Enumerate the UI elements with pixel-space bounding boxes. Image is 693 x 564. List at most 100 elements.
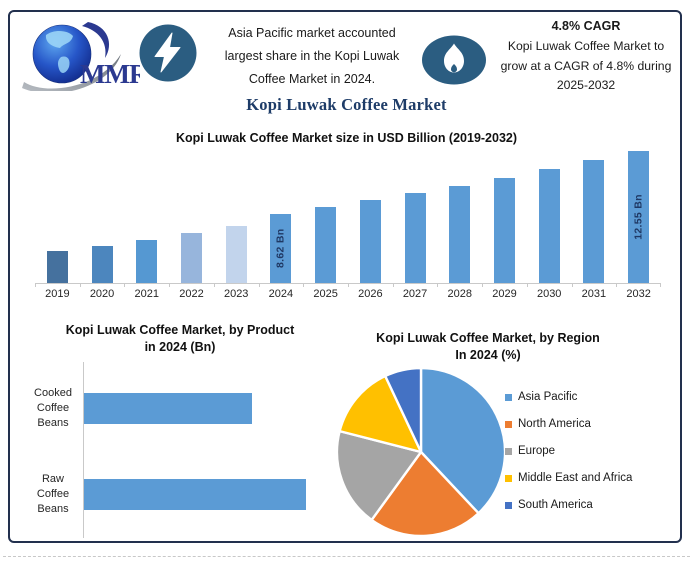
cagr-highlight: 4.8% CAGR Kopi Luwak Coffee Market to gr… xyxy=(491,19,681,96)
axis-tick xyxy=(169,283,171,287)
axis-tick xyxy=(660,283,661,287)
legend-label: Europe xyxy=(518,445,556,457)
legend-marker-europe xyxy=(505,447,512,455)
region-pie-chart: Kopi Luwak Coffee Market, by Region In 2… xyxy=(335,325,685,553)
lightning-icon xyxy=(139,24,197,82)
mmr-logo: MMR xyxy=(22,22,140,91)
pie-slice-asia-pacific xyxy=(419,366,507,515)
legend-label: Middle East and Africa xyxy=(518,472,633,484)
product-chart-title-line: in 2024 (Bn) xyxy=(144,340,216,354)
bar-2026 xyxy=(359,200,381,283)
product-bar-chart: Kopi Luwak Coffee Market, by Product in … xyxy=(25,320,335,550)
page-title: Kopi Luwak Coffee Market xyxy=(246,95,447,114)
legend-marker-asia-pacific xyxy=(505,393,512,401)
legend-label: Asia Pacific xyxy=(518,391,578,403)
bar-2030 xyxy=(538,169,560,283)
category-label-line: Coffee xyxy=(36,402,70,414)
region-pie xyxy=(335,366,507,538)
legend-item-south-america: South America xyxy=(505,496,593,514)
year-label-2030: 2030 xyxy=(536,288,562,300)
bar-value-label-2032: 12.55 Bn xyxy=(632,194,645,240)
bar-2031 xyxy=(583,160,605,283)
legend-item-middle-east-and-africa: Middle East and Africa xyxy=(505,469,632,487)
year-label-2028: 2028 xyxy=(447,288,473,300)
axis-tick xyxy=(437,283,439,287)
legend-marker-south-america xyxy=(505,501,512,509)
logo-swoosh-blue xyxy=(82,22,110,58)
year-label-2026: 2026 xyxy=(358,288,383,300)
region-chart-title-line: In 2024 (%) xyxy=(455,348,521,362)
region-chart-title: Kopi Luwak Coffee Market, by Region In 2… xyxy=(335,330,641,364)
bar-2029 xyxy=(494,177,515,283)
cagr-line: 2025-2032 xyxy=(556,78,616,92)
bar-cooked-coffee-beans xyxy=(84,393,252,424)
asia-pacific-highlight: Asia Pacific market accounted largest sh… xyxy=(203,18,421,94)
pie-slice-middle-east-and-africa xyxy=(338,374,423,454)
legend-marker-middle-east-and-africa xyxy=(505,474,512,482)
year-label-2022: 2022 xyxy=(179,288,204,300)
product-chart-title: Kopi Luwak Coffee Market, by Product in … xyxy=(25,322,335,356)
axis-tick xyxy=(258,283,260,287)
bar-raw-coffee-beans xyxy=(84,479,307,510)
bar-2032: 12.55 Bn xyxy=(628,151,650,283)
cagr-line: Kopi Luwak Coffee Market to xyxy=(507,39,665,53)
product-y-axis-line xyxy=(83,362,84,538)
legend-label: South America xyxy=(518,499,593,511)
bottom-divider-line xyxy=(3,556,690,557)
globe-landmass-south xyxy=(57,56,70,73)
highlight-line: Coffee Market in 2024. xyxy=(248,71,376,86)
flame-icon xyxy=(422,35,486,85)
year-label-2020: 2020 xyxy=(89,288,115,300)
highlight-line: Asia Pacific market accounted xyxy=(228,25,396,40)
year-label-2024: 2024 xyxy=(268,288,294,300)
year-label-2032: 2032 xyxy=(626,288,651,300)
category-label-line: Beans xyxy=(37,417,69,429)
axis-tick xyxy=(482,283,484,287)
legend-item-europe: Europe xyxy=(505,442,555,460)
bar-2021 xyxy=(136,240,158,283)
pie-slice-south-america xyxy=(384,366,423,454)
year-label-2029: 2029 xyxy=(492,288,517,300)
year-label-2019: 2019 xyxy=(45,288,70,300)
logo-swoosh-gray xyxy=(22,54,121,91)
axis-tick xyxy=(392,283,394,287)
bar-2022 xyxy=(181,232,202,283)
bar-2023 xyxy=(225,226,247,283)
year-label-2025: 2025 xyxy=(313,288,338,300)
legend-marker-north-america xyxy=(505,420,512,428)
cagr-heading: 4.8% CAGR xyxy=(551,19,621,33)
year-label-2031: 2031 xyxy=(581,288,607,300)
category-label-line: Coffee xyxy=(36,488,70,500)
logo-text: MMR xyxy=(80,59,140,89)
year-label-2023: 2023 xyxy=(223,288,249,300)
category-label-line: Cooked xyxy=(34,387,72,399)
axis-tick xyxy=(124,283,126,287)
region-chart-title-line: Kopi Luwak Coffee Market, by Region xyxy=(376,331,600,345)
cagr-line: grow at a CAGR of 4.8% during xyxy=(500,58,672,73)
bar-value-label-2024: 8.62 Bn xyxy=(274,228,287,269)
bar-2028 xyxy=(449,185,471,283)
legend-label: North America xyxy=(518,418,591,430)
highlight-line: largest share in the Kopi Luwak xyxy=(224,48,400,63)
bar-2027 xyxy=(404,193,426,283)
category-label-line: Raw xyxy=(41,473,64,485)
axis-tick xyxy=(35,283,36,287)
legend-item-asia-pacific: Asia Pacific xyxy=(505,388,577,406)
axis-tick xyxy=(79,283,81,287)
year-label-2027: 2027 xyxy=(402,288,428,300)
category-label-line: Beans xyxy=(37,503,69,515)
bar-2019 xyxy=(46,251,68,283)
axis-tick xyxy=(303,283,305,287)
frame-border xyxy=(8,10,682,543)
axis-tick xyxy=(526,283,528,287)
bar-2020 xyxy=(91,245,113,283)
legend-item-north-america: North America xyxy=(505,415,591,433)
axis-tick xyxy=(213,283,215,287)
year-label-2021: 2021 xyxy=(134,288,160,300)
market-size-bar-chart: 2019 2020 2021 2022 2023 8.62 Bn 2024 2025 2026 2… xyxy=(35,144,661,304)
globe-landmass-north xyxy=(45,30,73,48)
category-label-cooked-coffee-beans: Cooked Coffee Beans xyxy=(25,386,81,431)
axis-tick xyxy=(616,283,618,287)
pie-slice-europe xyxy=(335,429,423,522)
